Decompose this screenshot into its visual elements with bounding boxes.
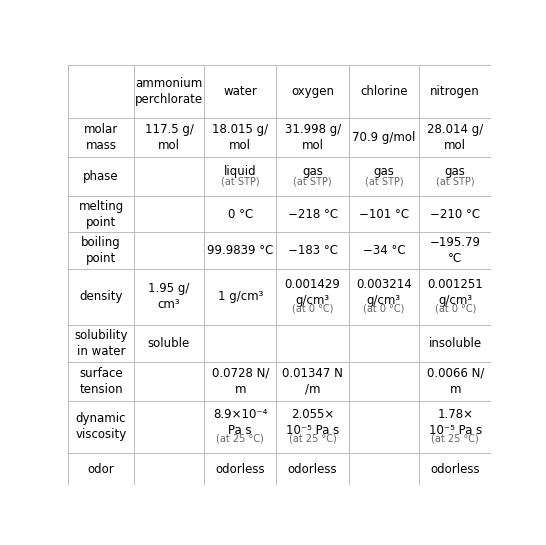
Text: 0.01347 N
/m: 0.01347 N /m [282, 367, 343, 396]
Text: 18.015 g/
mol: 18.015 g/ mol [212, 123, 268, 152]
Text: soluble: soluble [148, 337, 190, 350]
Text: chlorine: chlorine [360, 85, 408, 98]
Text: 0.001429
g/cm³: 0.001429 g/cm³ [284, 278, 341, 307]
Text: 8.9×10⁻⁴
Pa s: 8.9×10⁻⁴ Pa s [213, 408, 268, 437]
Text: (at 0 °C): (at 0 °C) [363, 304, 405, 313]
Text: (at 25 °C): (at 25 °C) [431, 433, 479, 443]
Text: oxygen: oxygen [291, 85, 334, 98]
Text: 2.055×
10⁻⁵ Pa s: 2.055× 10⁻⁵ Pa s [286, 408, 339, 437]
Text: odor: odor [88, 463, 115, 476]
Text: ammonium
perchlorate: ammonium perchlorate [135, 77, 203, 106]
Text: solubility
in water: solubility in water [74, 329, 128, 358]
Text: phase: phase [83, 170, 119, 183]
Text: gas: gas [373, 165, 394, 178]
Text: dynamic
viscosity: dynamic viscosity [75, 413, 127, 441]
Text: 0.0066 N/
m: 0.0066 N/ m [426, 367, 484, 396]
Text: melting
point: melting point [79, 199, 124, 228]
Text: −210 °C: −210 °C [430, 208, 480, 221]
Text: −195.79
°C: −195.79 °C [430, 236, 480, 265]
Text: surface
tension: surface tension [79, 367, 123, 396]
Text: liquid: liquid [224, 165, 257, 178]
Text: molar
mass: molar mass [84, 123, 118, 152]
Text: −34 °C: −34 °C [363, 244, 405, 257]
Text: (at STP): (at STP) [293, 177, 332, 187]
Text: nitrogen: nitrogen [430, 85, 480, 98]
Text: 117.5 g/
mol: 117.5 g/ mol [145, 123, 193, 152]
Text: 1.78×
10⁻⁵ Pa s: 1.78× 10⁻⁵ Pa s [429, 408, 482, 437]
Text: (at STP): (at STP) [365, 177, 403, 187]
Text: (at STP): (at STP) [221, 177, 259, 187]
Text: 31.998 g/
mol: 31.998 g/ mol [284, 123, 341, 152]
Text: insoluble: insoluble [429, 337, 482, 350]
Text: −101 °C: −101 °C [359, 208, 409, 221]
Text: (at 25 °C): (at 25 °C) [289, 433, 336, 443]
Text: 70.9 g/mol: 70.9 g/mol [352, 131, 416, 144]
Text: water: water [223, 85, 257, 98]
Text: 0.001251
g/cm³: 0.001251 g/cm³ [428, 278, 483, 307]
Text: gas: gas [445, 165, 466, 178]
Text: odorless: odorless [430, 463, 480, 476]
Text: (at STP): (at STP) [436, 177, 474, 187]
Text: (at 0 °C): (at 0 °C) [292, 304, 333, 313]
Text: 1.95 g/
cm³: 1.95 g/ cm³ [149, 282, 189, 311]
Text: 99.9839 °C: 99.9839 °C [207, 244, 274, 257]
Text: (at 25 °C): (at 25 °C) [216, 433, 264, 443]
Text: 1 g/cm³: 1 g/cm³ [217, 290, 263, 304]
Text: 28.014 g/
mol: 28.014 g/ mol [427, 123, 483, 152]
Text: odorless: odorless [216, 463, 265, 476]
Text: (at 0 °C): (at 0 °C) [435, 304, 476, 313]
Text: boiling
point: boiling point [81, 236, 121, 265]
Text: −218 °C: −218 °C [288, 208, 337, 221]
Text: −183 °C: −183 °C [288, 244, 337, 257]
Text: odorless: odorless [288, 463, 337, 476]
Text: 0.003214
g/cm³: 0.003214 g/cm³ [356, 278, 412, 307]
Text: gas: gas [302, 165, 323, 178]
Text: 0 °C: 0 °C [228, 208, 253, 221]
Text: density: density [79, 290, 123, 304]
Text: 0.0728 N/
m: 0.0728 N/ m [211, 367, 269, 396]
